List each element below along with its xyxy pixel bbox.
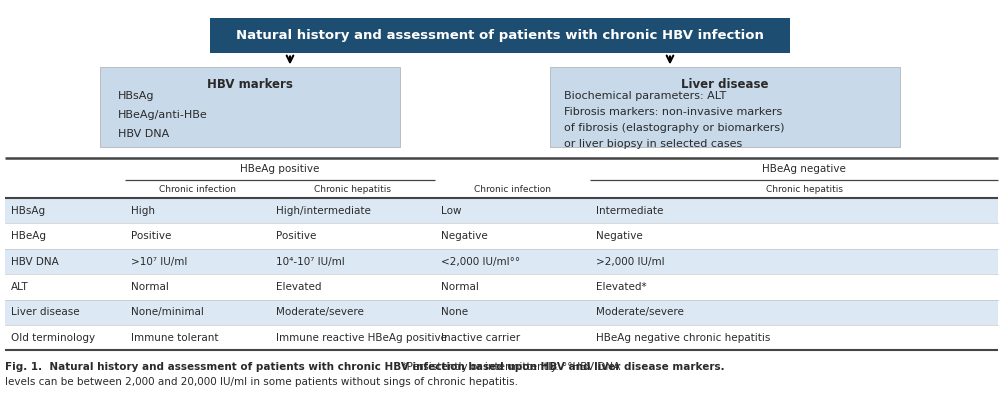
Text: High: High [131,206,155,216]
Text: of fibrosis (elastography or biomarkers): of fibrosis (elastography or biomarkers) [564,123,784,133]
Text: HBeAg negative: HBeAg negative [762,164,846,174]
FancyBboxPatch shape [5,198,998,223]
Text: or liver biopsy in selected cases: or liver biopsy in selected cases [564,139,742,148]
FancyBboxPatch shape [550,67,900,147]
Text: Positive: Positive [131,231,171,241]
Text: *Persistently or intermittently. °°HBV DNA: *Persistently or intermittently. °°HBV D… [5,362,620,372]
Text: HBV DNA: HBV DNA [118,129,169,139]
Text: Normal: Normal [131,282,169,292]
Text: Fibrosis markers: non-invasive markers: Fibrosis markers: non-invasive markers [564,107,782,117]
Text: HBV markers: HBV markers [207,78,293,91]
Text: HBeAg/anti-HBe: HBeAg/anti-HBe [118,110,208,120]
Text: Elevated: Elevated [276,282,322,292]
Text: Chronic infection: Chronic infection [159,185,236,194]
Text: Low: Low [441,206,462,216]
Text: None/minimal: None/minimal [131,307,204,317]
Text: ALT: ALT [11,282,29,292]
Text: levels can be between 2,000 and 20,000 IU/ml in some patients without sings of c: levels can be between 2,000 and 20,000 I… [5,377,518,387]
Text: HBeAg: HBeAg [11,231,46,241]
Text: HBV DNA: HBV DNA [11,257,59,267]
Text: HBeAg positive: HBeAg positive [240,164,320,174]
Text: Old terminology: Old terminology [11,333,95,343]
Text: Immune tolerant: Immune tolerant [131,333,218,343]
Text: >2,000 IU/ml: >2,000 IU/ml [596,257,665,267]
FancyBboxPatch shape [5,249,998,274]
Text: None: None [441,307,468,317]
Text: HBeAg negative chronic hepatitis: HBeAg negative chronic hepatitis [596,333,770,343]
Text: Chronic hepatitis: Chronic hepatitis [314,185,391,194]
Text: Normal: Normal [441,282,479,292]
Text: Positive: Positive [276,231,316,241]
FancyBboxPatch shape [5,300,998,325]
Text: Immune reactive HBeAg positive: Immune reactive HBeAg positive [276,333,447,343]
Text: HBsAg: HBsAg [11,206,45,216]
Text: Elevated*: Elevated* [596,282,647,292]
Text: 10⁴-10⁷ IU/ml: 10⁴-10⁷ IU/ml [276,257,345,267]
Text: Chronic hepatitis: Chronic hepatitis [766,185,842,194]
Text: Moderate/severe: Moderate/severe [596,307,684,317]
Text: Liver disease: Liver disease [681,78,769,91]
Text: Negative: Negative [441,231,488,241]
Text: Liver disease: Liver disease [11,307,80,317]
Text: Negative: Negative [596,231,643,241]
Text: Natural history and assessment of patients with chronic HBV infection: Natural history and assessment of patien… [236,29,764,42]
Text: Inactive carrier: Inactive carrier [441,333,520,343]
Text: HBsAg: HBsAg [118,91,154,101]
Text: Intermediate: Intermediate [596,206,663,216]
Text: <2,000 IU/ml°°: <2,000 IU/ml°° [441,257,520,267]
Text: Biochemical parameters: ALT: Biochemical parameters: ALT [564,91,726,101]
Text: Chronic infection: Chronic infection [474,185,551,194]
Text: High/intermediate: High/intermediate [276,206,371,216]
FancyBboxPatch shape [100,67,400,147]
Text: Moderate/severe: Moderate/severe [276,307,364,317]
FancyBboxPatch shape [210,18,790,53]
Text: Fig. 1.  Natural history and assessment of patients with chronic HBV infection b: Fig. 1. Natural history and assessment o… [5,362,725,372]
Text: >10⁷ IU/ml: >10⁷ IU/ml [131,257,187,267]
